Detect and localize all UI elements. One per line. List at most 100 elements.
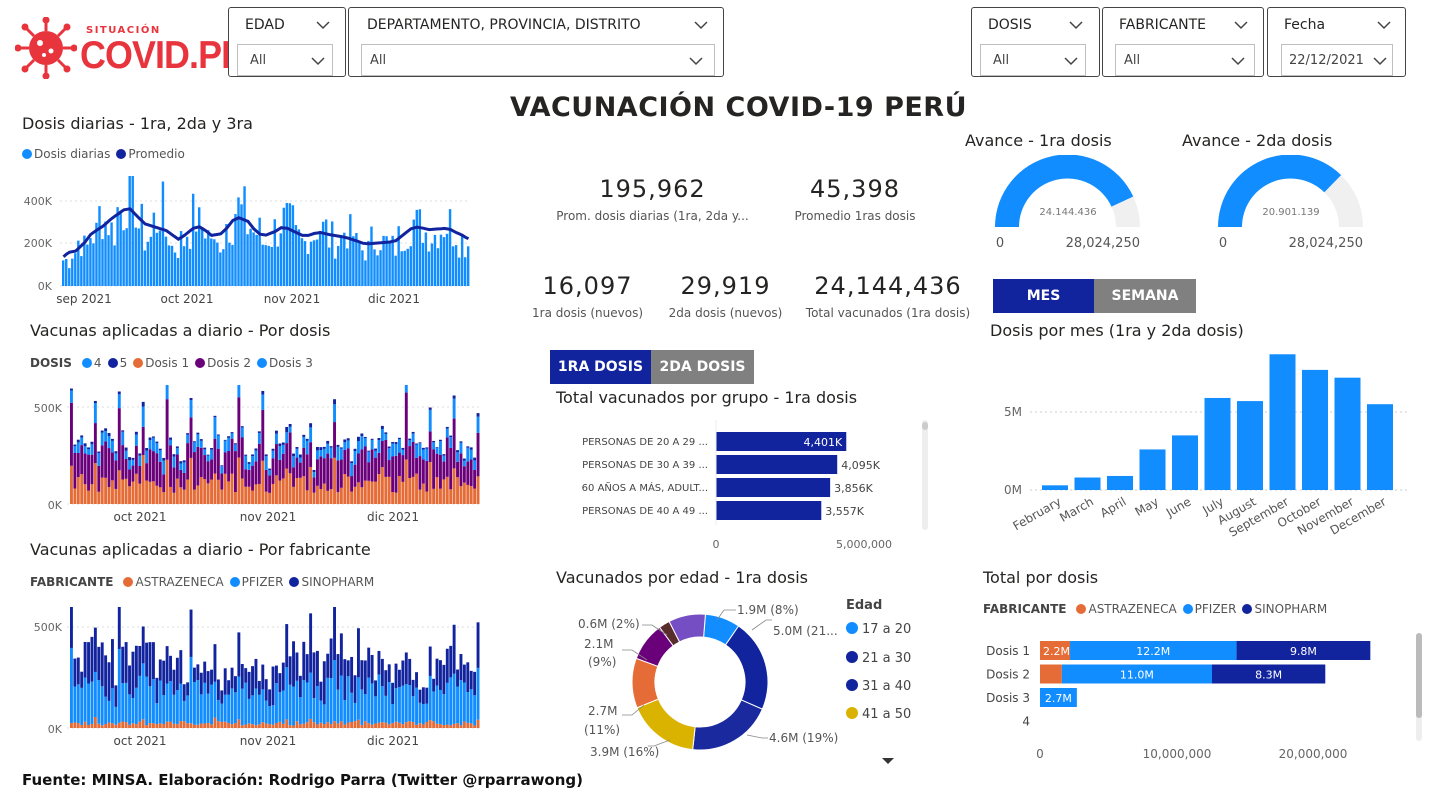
donut-label: 5.0M (21... (773, 624, 838, 638)
legend-item[interactable]: Dosis 2 (195, 356, 251, 370)
stacked-bar-segment (251, 490, 254, 504)
gauge-max: 28,024,250 (1289, 236, 1363, 251)
stacked-bar-segment (261, 394, 265, 410)
fabricante-dropdown[interactable]: All (1115, 44, 1255, 76)
stacked-bar-segment (169, 445, 172, 487)
daily-bar (337, 245, 340, 286)
tab-semana[interactable]: SEMANA (1094, 279, 1196, 313)
daily-bar (291, 205, 295, 286)
stacked-bar-segment (285, 468, 289, 504)
daily-bar (460, 234, 464, 286)
stacked-bar-segment (452, 395, 456, 399)
stacked-bar-segment (203, 479, 207, 504)
legend-item[interactable]: 5 (107, 356, 127, 370)
chevron-down-icon[interactable] (315, 19, 331, 31)
legend-item[interactable]: Dosis 1 (133, 356, 189, 370)
stacked-bar-segment (292, 456, 295, 468)
group-chart[interactable]: PERSONAS DE 20 A 29 ... 4,401K PERSONAS DE… (550, 420, 935, 560)
stacked-bar-segment (329, 446, 333, 448)
scrollbar-thumb[interactable] (1416, 633, 1422, 718)
gauge-first-dose[interactable]: 24.144.436 0 28,024,250 (985, 155, 1155, 255)
scrollbar-thumb[interactable] (922, 422, 928, 430)
legend-scroll-down-icon[interactable] (882, 758, 894, 764)
donut-legend-title: Edad (846, 598, 882, 613)
stacked-bar-segment (230, 438, 234, 474)
legend-item[interactable]: PFIZER (1182, 602, 1236, 616)
stacked-bar-segment (439, 441, 442, 455)
stacked-bar-segment (363, 436, 367, 439)
daily-bar (140, 203, 143, 286)
stacked-bar-segment (240, 478, 244, 504)
stacked-bar-segment (117, 722, 121, 728)
tab-second-dose[interactable]: 2DA DOSIS (651, 350, 754, 384)
age-donut-chart[interactable]: 1.9M (8%) 5.0M (21... 4.6M (19%) 3.9M (1… (552, 590, 922, 770)
stacked-bar-segment (435, 477, 439, 504)
stacked-bar-segment (124, 447, 128, 451)
legend-item[interactable]: Promedio (116, 147, 185, 161)
legend-item[interactable]: Dosis diarias (22, 147, 110, 161)
daily-bar (216, 242, 219, 286)
stacked-bar-segment (316, 685, 319, 725)
daily-bar (373, 249, 376, 286)
stacked-bar-segment (264, 723, 268, 728)
daily-bar (188, 248, 192, 286)
scrollbar[interactable] (922, 420, 928, 530)
edad-slicer[interactable]: EDAD All (228, 7, 346, 77)
chevron-down-icon[interactable] (1376, 19, 1392, 31)
stacked-bar-segment (148, 686, 152, 724)
ubicacion-slicer[interactable]: DEPARTAMENTO, PROVINCIA, DISTRITO All (348, 7, 724, 77)
daily-bar (409, 246, 412, 286)
gauge-second-dose[interactable]: 20.901.139 0 28,024,250 (1208, 155, 1378, 255)
daily-doses-chart[interactable]: 400K 200K 0K sep 2021 oct 2021 nov 2021 … (22, 170, 482, 310)
chevron-down-icon[interactable] (1068, 19, 1084, 31)
stacked-bar-segment (162, 660, 166, 696)
ubicacion-dropdown[interactable]: All (361, 44, 715, 76)
legend-item[interactable]: SINOPHARM (289, 575, 374, 589)
stacked-bar-segment (452, 398, 456, 419)
stacked-bar-segment (107, 722, 111, 728)
stacked-bar-segment (281, 453, 285, 479)
stacked-bar-segment (363, 438, 367, 447)
tab-mes[interactable]: MES (993, 279, 1094, 313)
legend-item[interactable]: Dosis 3 (256, 356, 313, 370)
stacked-bar-segment (172, 723, 176, 728)
dose-bar-segment (1061, 664, 1212, 684)
stacked-bar-segment (264, 679, 268, 701)
stacked-bar-segment (117, 408, 121, 471)
stacked-bar-segment (466, 692, 470, 723)
edad-dropdown[interactable]: All (237, 44, 333, 76)
stacked-bar-segment (435, 453, 439, 478)
chevron-down-icon[interactable] (693, 19, 709, 31)
stacked-bar-segment (203, 455, 207, 480)
daily-bar (225, 224, 228, 286)
legend-item[interactable]: 4 (81, 356, 102, 370)
stacked-bar-segment (312, 492, 316, 504)
totaldose-chart[interactable]: Dosis 1 2.2M 12.2M 9.8M Dosis 2 11.0M 8.3M Dosi… (980, 628, 1425, 768)
chevron-down-icon[interactable] (1233, 19, 1249, 31)
donut-legend-item: 17 a 20 (862, 622, 911, 637)
stacked-bar-segment (155, 443, 159, 454)
fecha-dropdown[interactable]: 22/12/2021 (1281, 44, 1393, 76)
daily-bar (315, 239, 319, 286)
stacked-bar-segment (182, 489, 186, 504)
donut-label: 0.6M (2%) (578, 617, 640, 631)
stacked-bar-segment (292, 641, 295, 687)
stacked-bar-segment (220, 489, 224, 504)
stacked-bar-segment (384, 722, 388, 728)
stacked-bar-segment (114, 706, 118, 725)
legend-item[interactable]: SINOPHARM (1242, 602, 1327, 616)
dosis-dropdown[interactable]: All (980, 44, 1086, 76)
daily-bar (412, 219, 415, 286)
dosis-slicer[interactable]: DOSIS All (971, 7, 1100, 77)
legend-item[interactable]: ASTRAZENECA (1076, 602, 1177, 616)
tab-first-dose[interactable]: 1RA DOSIS (550, 350, 651, 384)
bydose-chart[interactable]: 500K 0K oct 2021 nov 2021 dic 2021 (22, 385, 492, 530)
bymaker-chart[interactable]: 500K 0K oct 2021 nov 2021 dic 2021 (22, 607, 492, 752)
group-bar (716, 455, 838, 474)
fecha-slicer[interactable]: Fecha 22/12/2021 (1267, 7, 1406, 77)
fabricante-slicer[interactable]: FABRICANTE All (1102, 7, 1264, 77)
legend-item[interactable]: PFIZER (229, 575, 283, 589)
legend-item[interactable]: ASTRAZENECA (123, 575, 224, 589)
daily-bar (194, 231, 198, 286)
